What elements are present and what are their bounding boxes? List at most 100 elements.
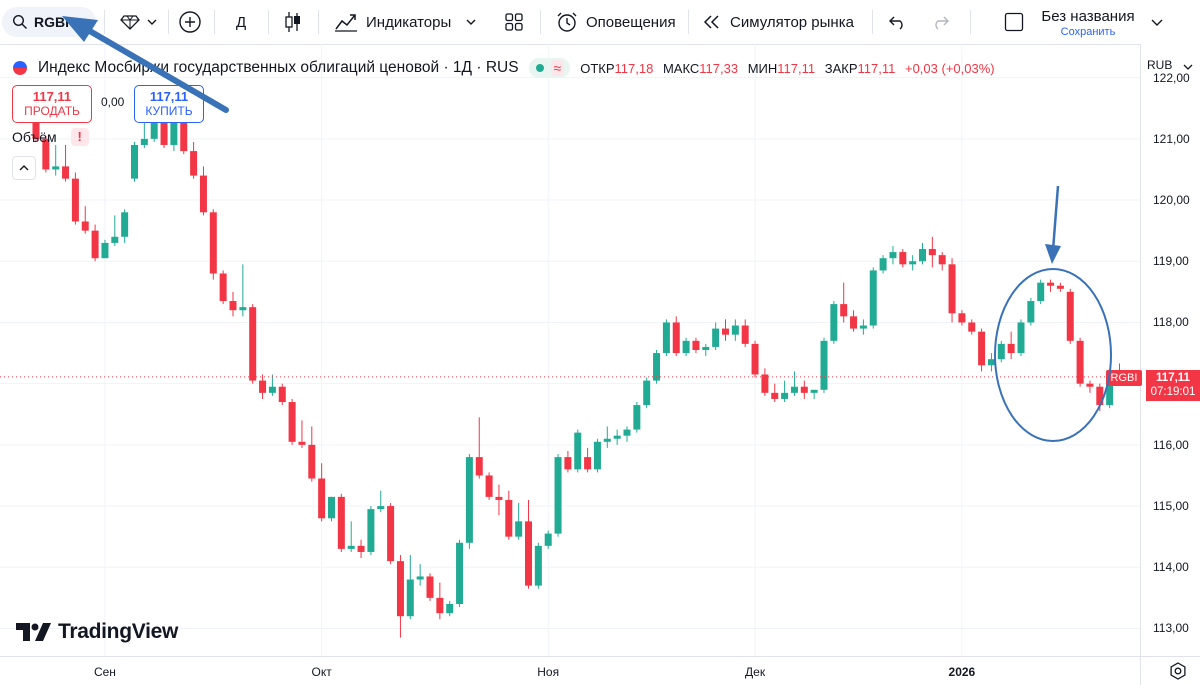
candle-body (761, 374, 769, 393)
symbol-price-tag: RGBI (1106, 370, 1142, 386)
candle-body (968, 322, 976, 332)
candle-body (456, 542, 464, 604)
candle-body (131, 144, 138, 179)
candle-body (111, 236, 119, 243)
chevron-down-icon (466, 19, 476, 25)
candle-body (525, 521, 532, 586)
brand-name: TradingView (58, 620, 179, 643)
candle-body (426, 576, 434, 598)
candle-body (209, 212, 217, 274)
candle-body (446, 603, 454, 614)
chart-area[interactable] (0, 44, 1140, 656)
candle-body (702, 346, 710, 350)
layout-menu-button[interactable] (1150, 0, 1164, 44)
candle-body (751, 343, 759, 375)
add-symbol-button[interactable] (178, 0, 202, 44)
candle-body (505, 499, 513, 537)
candle-body (997, 343, 1005, 360)
interval-button[interactable]: Д (236, 0, 246, 44)
buy-button[interactable]: 117,11 КУПИТЬ (134, 85, 204, 123)
candle-body (1037, 282, 1045, 302)
rewind-icon (703, 15, 719, 29)
candle-body (71, 178, 79, 222)
price-tick-label: 121,00 (1153, 131, 1190, 146)
replay-button[interactable]: Симулятор рынка (702, 0, 854, 44)
candle-body (909, 261, 917, 265)
candle-body (544, 533, 552, 546)
layout-checkbox[interactable] (1004, 0, 1024, 44)
chart-type-button[interactable] (284, 0, 302, 44)
candle-body (781, 392, 789, 399)
checkbox-icon (1004, 12, 1024, 32)
collapse-legend-button[interactable] (12, 156, 36, 180)
alerts-label: Оповещения (586, 13, 676, 31)
time-axis[interactable]: Сен Окт Ноя Дек 2026 (0, 656, 1140, 685)
templates-button[interactable] (504, 0, 524, 44)
candle-body (416, 576, 424, 580)
candle-body (495, 496, 503, 500)
candle-body (643, 380, 651, 406)
candle-body (1047, 282, 1055, 286)
undo-button[interactable] (888, 0, 908, 44)
candle-body (367, 509, 375, 552)
price-tick-label: 114,00 (1153, 560, 1189, 575)
low-value: 117,11 (777, 60, 816, 76)
candle-body (515, 521, 523, 537)
candle-body (919, 249, 926, 262)
candle-body (1017, 322, 1025, 354)
indicators-button[interactable]: Индикаторы (334, 0, 477, 44)
time-tick-label: Дек (745, 665, 766, 679)
candle-body (682, 340, 690, 354)
price-tick-label: 118,00 (1153, 315, 1189, 330)
diamond-icon (120, 15, 140, 30)
layout-name-block[interactable]: Без названия Сохранить (1040, 8, 1136, 39)
layout-save-status: Сохранить (1060, 26, 1116, 38)
gear-icon[interactable] (1168, 661, 1188, 681)
volume-indicator[interactable]: Объём ! (12, 128, 89, 146)
sell-button[interactable]: 117,11 ПРОДАТЬ (12, 85, 92, 123)
currency-label[interactable]: RUB (1147, 58, 1173, 72)
price-axis[interactable]: RUB 122,00121,00120,00119,00118,00117,00… (1140, 44, 1200, 656)
compare-button[interactable] (120, 0, 158, 44)
candle-body (140, 138, 148, 145)
high-label: МАКС (662, 60, 700, 76)
candle-body (81, 221, 89, 231)
current-price: 117,11 (1156, 372, 1190, 384)
settings-corner (1140, 656, 1200, 685)
candle-body (1056, 285, 1064, 289)
indicators-label: Индикаторы (366, 13, 452, 31)
price-tick-label: 115,00 (1153, 499, 1189, 514)
candle-body (840, 304, 848, 317)
candle-body (239, 307, 247, 311)
candle-body (62, 166, 70, 179)
candle-body (1027, 301, 1035, 323)
warning-icon[interactable]: ! (70, 128, 89, 146)
tradingview-logo[interactable]: TradingView (16, 620, 178, 644)
candle-body (800, 386, 808, 393)
candle-body (259, 380, 267, 393)
candle-body (869, 270, 877, 326)
symbol-search[interactable]: RGBI (2, 7, 96, 37)
symbol-name: RGBI (34, 14, 69, 30)
redo-button[interactable] (930, 0, 950, 44)
candle-body (928, 249, 936, 256)
time-tick-label: Окт (311, 665, 332, 679)
current-price-tag: 117,11 07:19:01 (1146, 370, 1200, 401)
candle-body (377, 506, 385, 510)
candle-body (899, 252, 907, 265)
candle-body (741, 325, 749, 344)
market-status[interactable]: ≈ (528, 58, 571, 78)
candle-body (298, 441, 306, 445)
candles-icon (285, 12, 300, 32)
candle-body (820, 340, 828, 390)
indicators-icon (335, 14, 357, 32)
candle-body (958, 313, 966, 323)
candle-body (436, 597, 444, 614)
candle-body (318, 478, 326, 519)
candle-body (150, 117, 158, 139)
alerts-button[interactable]: Оповещения (556, 0, 676, 44)
candle-body (731, 325, 739, 335)
open-value: 117,18 (614, 60, 654, 76)
candle-body (1066, 291, 1074, 341)
candle-body (613, 435, 621, 439)
